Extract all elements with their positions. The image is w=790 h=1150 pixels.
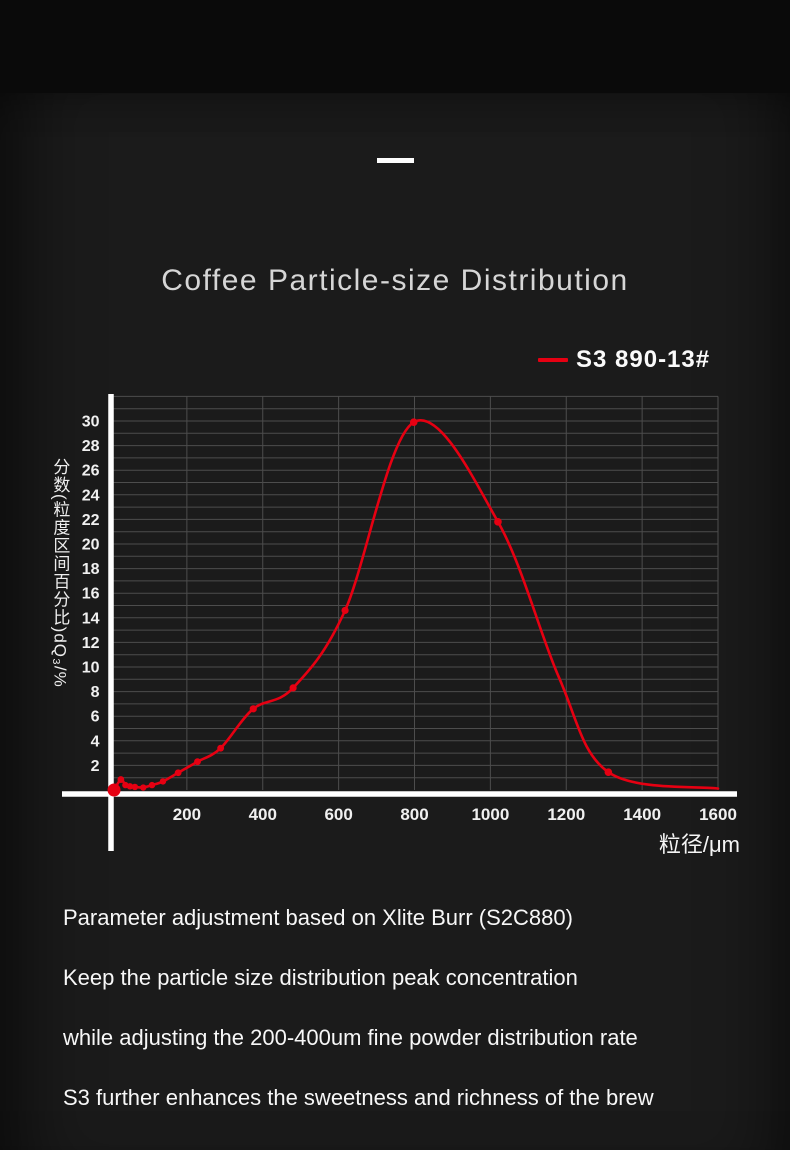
x-axis-title: 粒径/μm [658,832,740,857]
svg-text:400: 400 [249,805,277,824]
svg-text:22: 22 [82,512,100,529]
svg-text:1600: 1600 [699,805,737,824]
svg-text:28: 28 [82,438,100,455]
svg-text:24: 24 [82,487,100,504]
y-axis-title: 分数(粒度区间百分比)dQ₃/% [50,458,70,688]
content-panel [0,93,790,1150]
svg-text:200: 200 [173,805,201,824]
description-line-2: Keep the particle size distribution peak… [63,964,578,990]
description-line-3: while adjusting the 200-400um fine powde… [63,1024,638,1050]
svg-text:16: 16 [82,586,100,603]
svg-text:20: 20 [82,537,100,554]
data-point-markers [107,418,613,797]
decorative-dash [377,158,414,163]
svg-text:4: 4 [91,733,100,750]
svg-text:12: 12 [82,635,100,652]
description-line-4: S3 further enhances the sweetness and ri… [63,1084,654,1110]
svg-text:1000: 1000 [471,805,509,824]
legend-series-label: S3 890-13# [576,346,711,373]
svg-text:6: 6 [91,709,100,726]
svg-text:10: 10 [82,660,100,677]
legend-line-swatch [538,358,568,362]
svg-text:14: 14 [82,610,100,627]
svg-text:2: 2 [91,758,100,775]
description-line-1: Parameter adjustment based on Xlite Burr… [63,905,573,930]
x-tick-labels: 200 400 600 800 1000 1200 1400 1600 [173,805,737,824]
svg-text:26: 26 [82,463,100,480]
chart-legend: S3 890-13# [538,346,710,374]
svg-text:1200: 1200 [547,805,585,824]
chart-title: Coffee Particle-size Distribution [161,264,629,297]
description-text-block: Parameter adjustment based on Xlite Burr… [63,905,763,1145]
svg-text:18: 18 [82,561,100,578]
grid-lines [111,395,719,790]
svg-text:600: 600 [324,805,352,824]
svg-text:8: 8 [91,684,100,701]
svg-text:800: 800 [400,805,428,824]
svg-text:30: 30 [82,414,100,431]
svg-text:1400: 1400 [623,805,661,824]
